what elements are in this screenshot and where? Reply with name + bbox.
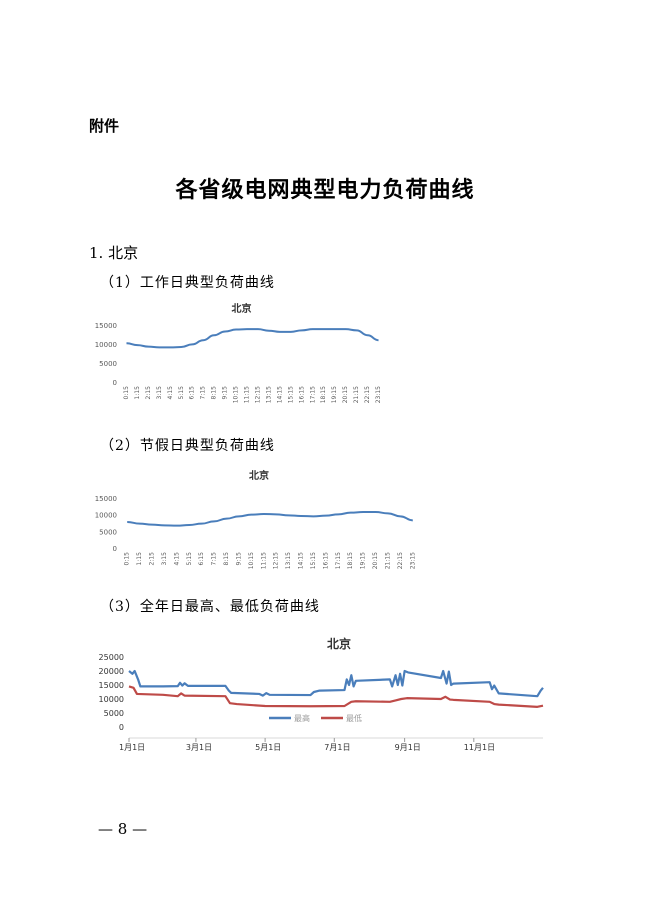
section-heading: 1. 北京	[89, 244, 139, 262]
x-tick-label: 13:15	[285, 552, 292, 569]
x-tick-label: 14:15	[276, 386, 283, 403]
y-tick-label: 5000	[104, 709, 124, 718]
x-tick-label: 1:15	[136, 552, 143, 566]
x-tick-label: 16:15	[298, 386, 305, 403]
x-tick-label: 17:15	[309, 386, 316, 403]
x-tick-label: 6:15	[189, 386, 196, 400]
y-tick-label: 0	[113, 379, 117, 387]
x-tick-label: 9:15	[235, 552, 242, 566]
x-tick-label: 7月1日	[324, 743, 350, 752]
y-tick-label: 20000	[99, 667, 124, 676]
x-tick-label: 17:15	[335, 552, 342, 569]
x-tick-label: 3:15	[161, 552, 168, 566]
x-tick-label: 5:15	[186, 552, 193, 566]
x-tick-label: 10:15	[233, 386, 240, 403]
x-tick-label: 19:15	[360, 552, 367, 569]
x-tick-label: 11:15	[244, 386, 251, 403]
x-tick-label: 1:15	[134, 386, 141, 400]
chart-annual-svg: 北京 0 5000 10000 15000 20000 25000 1月1日 3月1日 5月1日 7…	[99, 636, 544, 752]
y-tick-label: 15000	[95, 495, 117, 503]
document-title: 各省级电网典型电力负荷曲线	[175, 177, 475, 203]
x-tick-label: 7:15	[211, 552, 218, 566]
x-tick-label: 23:15	[375, 386, 382, 403]
x-tick-label: 3月1日	[186, 743, 212, 752]
x-tick-label: 2:15	[145, 386, 152, 400]
x-tick-label: 5:15	[178, 386, 185, 400]
legend-label: 最低	[346, 713, 362, 723]
x-tick-label: 13:15	[265, 386, 272, 403]
chart-title: 北京	[327, 636, 351, 651]
y-tick-label: 15000	[99, 681, 124, 690]
x-tick-label: 20:15	[372, 552, 379, 569]
x-tick-label: 18:15	[320, 386, 327, 403]
x-tick-label: 9月1日	[395, 743, 421, 752]
x-tick-label: 1月1日	[119, 743, 145, 752]
series-line-low	[128, 685, 544, 708]
x-tick-label: 21:15	[384, 552, 391, 569]
chart-annual: 北京 0 5000 10000 15000 20000 25000 1月1日 3月1日 5月1日 7…	[89, 630, 549, 755]
x-tick-label: 23:15	[409, 552, 416, 569]
x-tick-label: 11:15	[260, 552, 267, 569]
chart-workday-svg: 北京 0 5000 10000 15000 0:15 1:15 2:15 3:15 4:15 5:1…	[95, 302, 382, 403]
attachment-label: 附件	[89, 117, 120, 135]
x-tick-label: 9:15	[222, 386, 229, 400]
x-tick-label: 5月1日	[255, 743, 281, 752]
x-tick-label: 22:15	[364, 386, 371, 403]
y-tick-label: 5000	[99, 528, 117, 536]
legend-label: 最高	[294, 713, 310, 723]
x-tick-label: 14:15	[298, 552, 305, 569]
x-tick-label: 12:15	[254, 386, 261, 403]
subsection-heading-annual: （3）全年日最高、最低负荷曲线	[100, 599, 320, 615]
x-tick-label: 0:15	[124, 552, 131, 566]
subsection-heading-workday: （1）工作日典型负荷曲线	[100, 275, 275, 291]
y-tick-label: 10000	[99, 695, 124, 704]
chart-holiday-svg: 北京 0 5000 10000 15000 0:15 1:15 2:15 3:15 4:15 5:1…	[95, 469, 417, 569]
x-tick-label: 8:15	[211, 386, 218, 400]
x-tick-label: 15:15	[287, 386, 294, 403]
y-tick-label: 15000	[95, 322, 117, 330]
x-tick-label: 19:15	[331, 386, 338, 403]
x-tick-label: 21:15	[353, 386, 360, 403]
y-tick-label: 10000	[95, 512, 117, 520]
x-tick-label: 22:15	[397, 552, 404, 569]
chart-title: 北京	[249, 469, 269, 482]
chart-title: 北京	[232, 302, 252, 315]
series-line	[126, 328, 379, 349]
x-tick-label: 4:15	[167, 386, 174, 400]
y-tick-label: 10000	[95, 341, 117, 349]
x-tick-label: 3:15	[156, 386, 163, 400]
y-tick-label: 0	[119, 723, 124, 732]
x-tick-label: 15:15	[310, 552, 317, 569]
x-tick-label: 6:15	[198, 552, 205, 566]
x-tick-label: 12:15	[273, 552, 280, 569]
chart-holiday: 北京 0 5000 10000 15000 0:15 1:15 2:15 3:15 4:15 5:1…	[89, 460, 429, 585]
series-line-high	[128, 669, 544, 698]
x-tick-label: 4:15	[173, 552, 180, 566]
x-tick-label: 18:15	[347, 552, 354, 569]
x-tick-label: 11月1日	[464, 743, 495, 752]
x-tick-label: 10:15	[248, 552, 255, 569]
x-tick-label: 16:15	[322, 552, 329, 569]
y-tick-label: 5000	[99, 360, 117, 368]
x-tick-label: 0:15	[123, 386, 130, 400]
x-tick-label: 20:15	[342, 386, 349, 403]
x-tick-label: 7:15	[200, 386, 207, 400]
series-line	[127, 511, 413, 527]
page-number-text: — 8 —	[98, 820, 148, 838]
x-tick-label: 2:15	[149, 552, 156, 566]
chart-workday: 北京 0 5000 10000 15000 0:15 1:15 2:15 3:15 4:15 5:1…	[89, 295, 394, 417]
subsection-heading-holiday: （2）节假日典型负荷曲线	[100, 438, 275, 454]
y-tick-label: 25000	[99, 653, 124, 662]
y-tick-label: 0	[113, 545, 117, 553]
x-tick-label: 8:15	[223, 552, 230, 566]
